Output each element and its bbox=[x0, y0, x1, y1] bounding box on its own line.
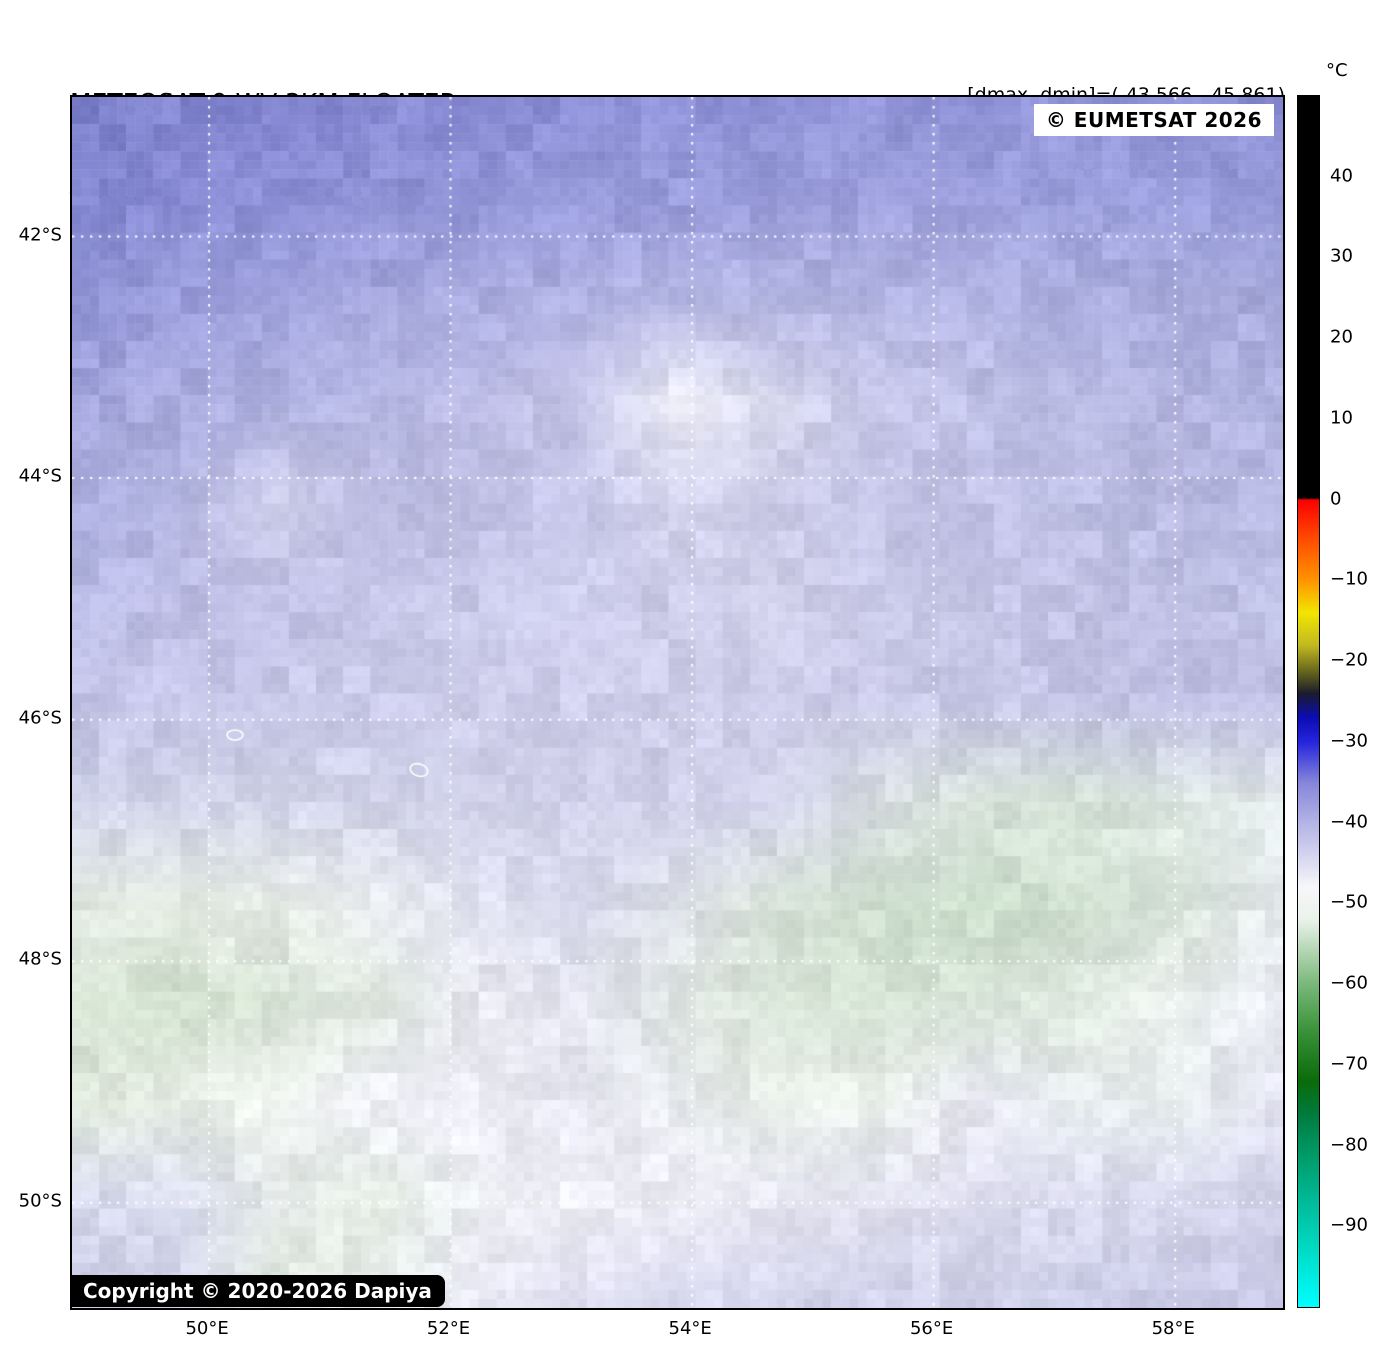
latitude-tick-label: 42°S bbox=[18, 224, 62, 245]
colorbar-tick-label: −90 bbox=[1330, 1214, 1368, 1236]
latitude-tick-label: 44°S bbox=[18, 465, 62, 487]
colorbar-tick-label: −70 bbox=[1330, 1053, 1368, 1075]
colorbar-tick-label: 10 bbox=[1330, 407, 1353, 429]
colorbar-unit-label: °C bbox=[1326, 60, 1348, 81]
latitude-tick-label: 48°S bbox=[18, 948, 62, 970]
colorbar-tick-label: −50 bbox=[1330, 891, 1368, 913]
colorbar-tick-label: −10 bbox=[1330, 568, 1368, 590]
dapiya-copyright-badge: Copyright © 2020-2026 Dapiya bbox=[70, 1275, 445, 1307]
colorbar-tick-label: −20 bbox=[1330, 649, 1368, 671]
latitude-tick-label: 50°S bbox=[18, 1190, 62, 1212]
longitude-tick-label: 50°E bbox=[185, 1318, 229, 1339]
colorbar-tick-label: 0 bbox=[1330, 488, 1342, 510]
longitude-tick-label: 54°E bbox=[668, 1318, 712, 1339]
satellite-map-panel: © EUMETSAT 2026 Copyright © 2020-2026 Da… bbox=[70, 95, 1285, 1310]
longitude-tick-label: 58°E bbox=[1151, 1318, 1195, 1339]
colorbar-tick-label: 40 bbox=[1330, 165, 1353, 187]
colorbar-gradient bbox=[1298, 96, 1319, 1307]
colorbar-tick-label: 30 bbox=[1330, 245, 1353, 267]
colorbar-tick-label: −80 bbox=[1330, 1134, 1368, 1156]
longitude-tick-label: 52°E bbox=[426, 1318, 471, 1339]
colorbar-tick-label: 20 bbox=[1330, 326, 1353, 348]
eumetsat-copyright-badge: © EUMETSAT 2026 bbox=[1033, 104, 1274, 136]
colorbar-tick-labels: 40 30 20 10 0 −10 −20 −30 −40 −50 −60 −70 −80 −90 bbox=[1330, 95, 1388, 1306]
colorbar-tick-label: −60 bbox=[1330, 972, 1368, 994]
colorbar-tick-label: −40 bbox=[1330, 811, 1368, 833]
satellite-image-canvas bbox=[72, 97, 1283, 1308]
colorbar-tick-label: −30 bbox=[1330, 730, 1368, 752]
longitude-tick-label: 56°E bbox=[909, 1318, 954, 1339]
colorbar bbox=[1297, 95, 1320, 1308]
latitude-tick-label: 46°S bbox=[18, 707, 62, 729]
